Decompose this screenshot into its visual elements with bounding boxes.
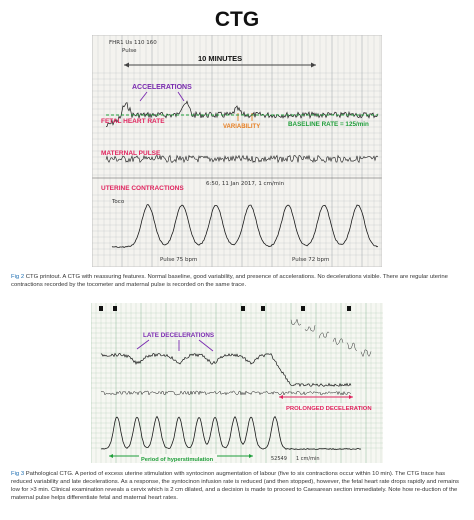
page-title: CTG [214, 8, 260, 31]
fetal-heart-rate-label: FETAL HEART RATE [101, 118, 165, 125]
maternal-pulse-label: MATERNAL PULSE [101, 150, 161, 157]
figure-2-ctg-image: FHR1 Us 110 160 Pulse 10 MINUTES ACCELER… [92, 35, 382, 267]
footer-number: 52549 [271, 456, 287, 462]
toco-label: Toco [111, 199, 125, 205]
footer-speed: 1 cm/min [296, 456, 320, 462]
figure-3-caption-label: Fig 3 [11, 471, 25, 477]
figure-3-caption-text: Pathological CTG. A period of excess ute… [11, 471, 459, 502]
pulse-reading-2: Pulse 72 bpm [292, 257, 329, 263]
uterine-contractions-label: UTERINE CONTRACTIONS [101, 185, 184, 192]
late-decelerations-label: LATE DECELERATIONS [143, 332, 214, 339]
prolonged-deceleration-label: PROLONGED DECELERATION [286, 406, 372, 412]
figure-3-caption: Fig 3 Pathological CTG. A period of exce… [11, 470, 463, 502]
variability-label: VARIABILITY [223, 124, 260, 130]
pulse-header: Pulse [122, 48, 137, 54]
baseline-rate-label: BASELINE RATE = 125/min [288, 121, 369, 128]
figure-3-ctg-image: LATE DECELERATIONS PROLONGED DECELERATIO… [91, 303, 383, 463]
accelerations-label: ACCELERATIONS [132, 84, 192, 91]
date-stamp: 6:50, 11 Jan 2017, 1 cm/min [206, 181, 285, 187]
pulse-reading-1: Pulse 75 bpm [160, 257, 197, 263]
figure-2-caption: Fig 2 CTG printout. A CTG with reassurin… [11, 273, 463, 289]
ten-minutes-label: 10 MINUTES [198, 54, 242, 63]
figure-2-caption-text: CTG printout. A CTG with reassuring feat… [11, 274, 448, 289]
hyperstimulation-label: Period of hyperstimulation [141, 457, 214, 463]
figure-2-caption-label: Fig 2 [11, 274, 25, 280]
printout-header: FHR1 Us 110 160 [109, 40, 157, 46]
